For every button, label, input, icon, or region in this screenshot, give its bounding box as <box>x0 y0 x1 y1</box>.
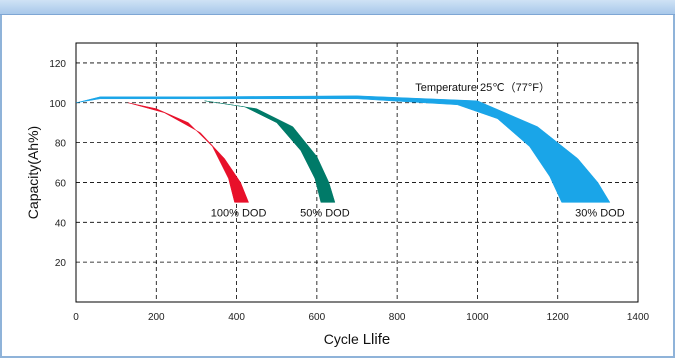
x-axis-label: Cycle Llife <box>324 331 390 348</box>
series-area-2 <box>75 95 611 203</box>
x-tick-label: 1400 <box>627 312 650 323</box>
y-tick-labels: 20 40 60 80 100 120 <box>49 59 66 269</box>
x-tick-labels: 0 200 400 600 800 1000 1200 1400 <box>73 312 649 323</box>
y-tick-label: 100 <box>49 99 66 110</box>
series-label-1: 50% DOD <box>300 207 350 219</box>
y-tick-label: 80 <box>55 139 67 150</box>
y-tick-label: 20 <box>55 258 67 269</box>
x-tick-label: 400 <box>228 312 245 323</box>
y-tick-label: 40 <box>55 218 67 229</box>
y-axis-label: Capacity(Ah%) <box>25 126 41 219</box>
series-areas <box>75 95 611 203</box>
series-area-0 <box>128 102 249 203</box>
x-tick-label: 600 <box>309 312 326 323</box>
x-tick-label: 1200 <box>547 312 570 323</box>
title-bar <box>0 0 675 15</box>
y-tick-label: 60 <box>55 178 67 189</box>
x-tick-label: 1000 <box>466 312 489 323</box>
series-area-1 <box>204 100 336 203</box>
series-label-0: 100% DOD <box>211 207 267 219</box>
x-tick-label: 0 <box>73 312 79 323</box>
series-labels: 100% DOD 50% DOD 30% DOD <box>211 207 625 219</box>
temperature-annotation: Temperature 25℃（77°F） <box>415 81 550 94</box>
series-label-2: 30% DOD <box>575 207 625 219</box>
y-tick-label: 120 <box>49 59 66 70</box>
grid <box>76 43 638 302</box>
x-tick-label: 200 <box>148 312 165 323</box>
plot-area <box>75 42 639 303</box>
x-tick-label: 800 <box>389 312 406 323</box>
